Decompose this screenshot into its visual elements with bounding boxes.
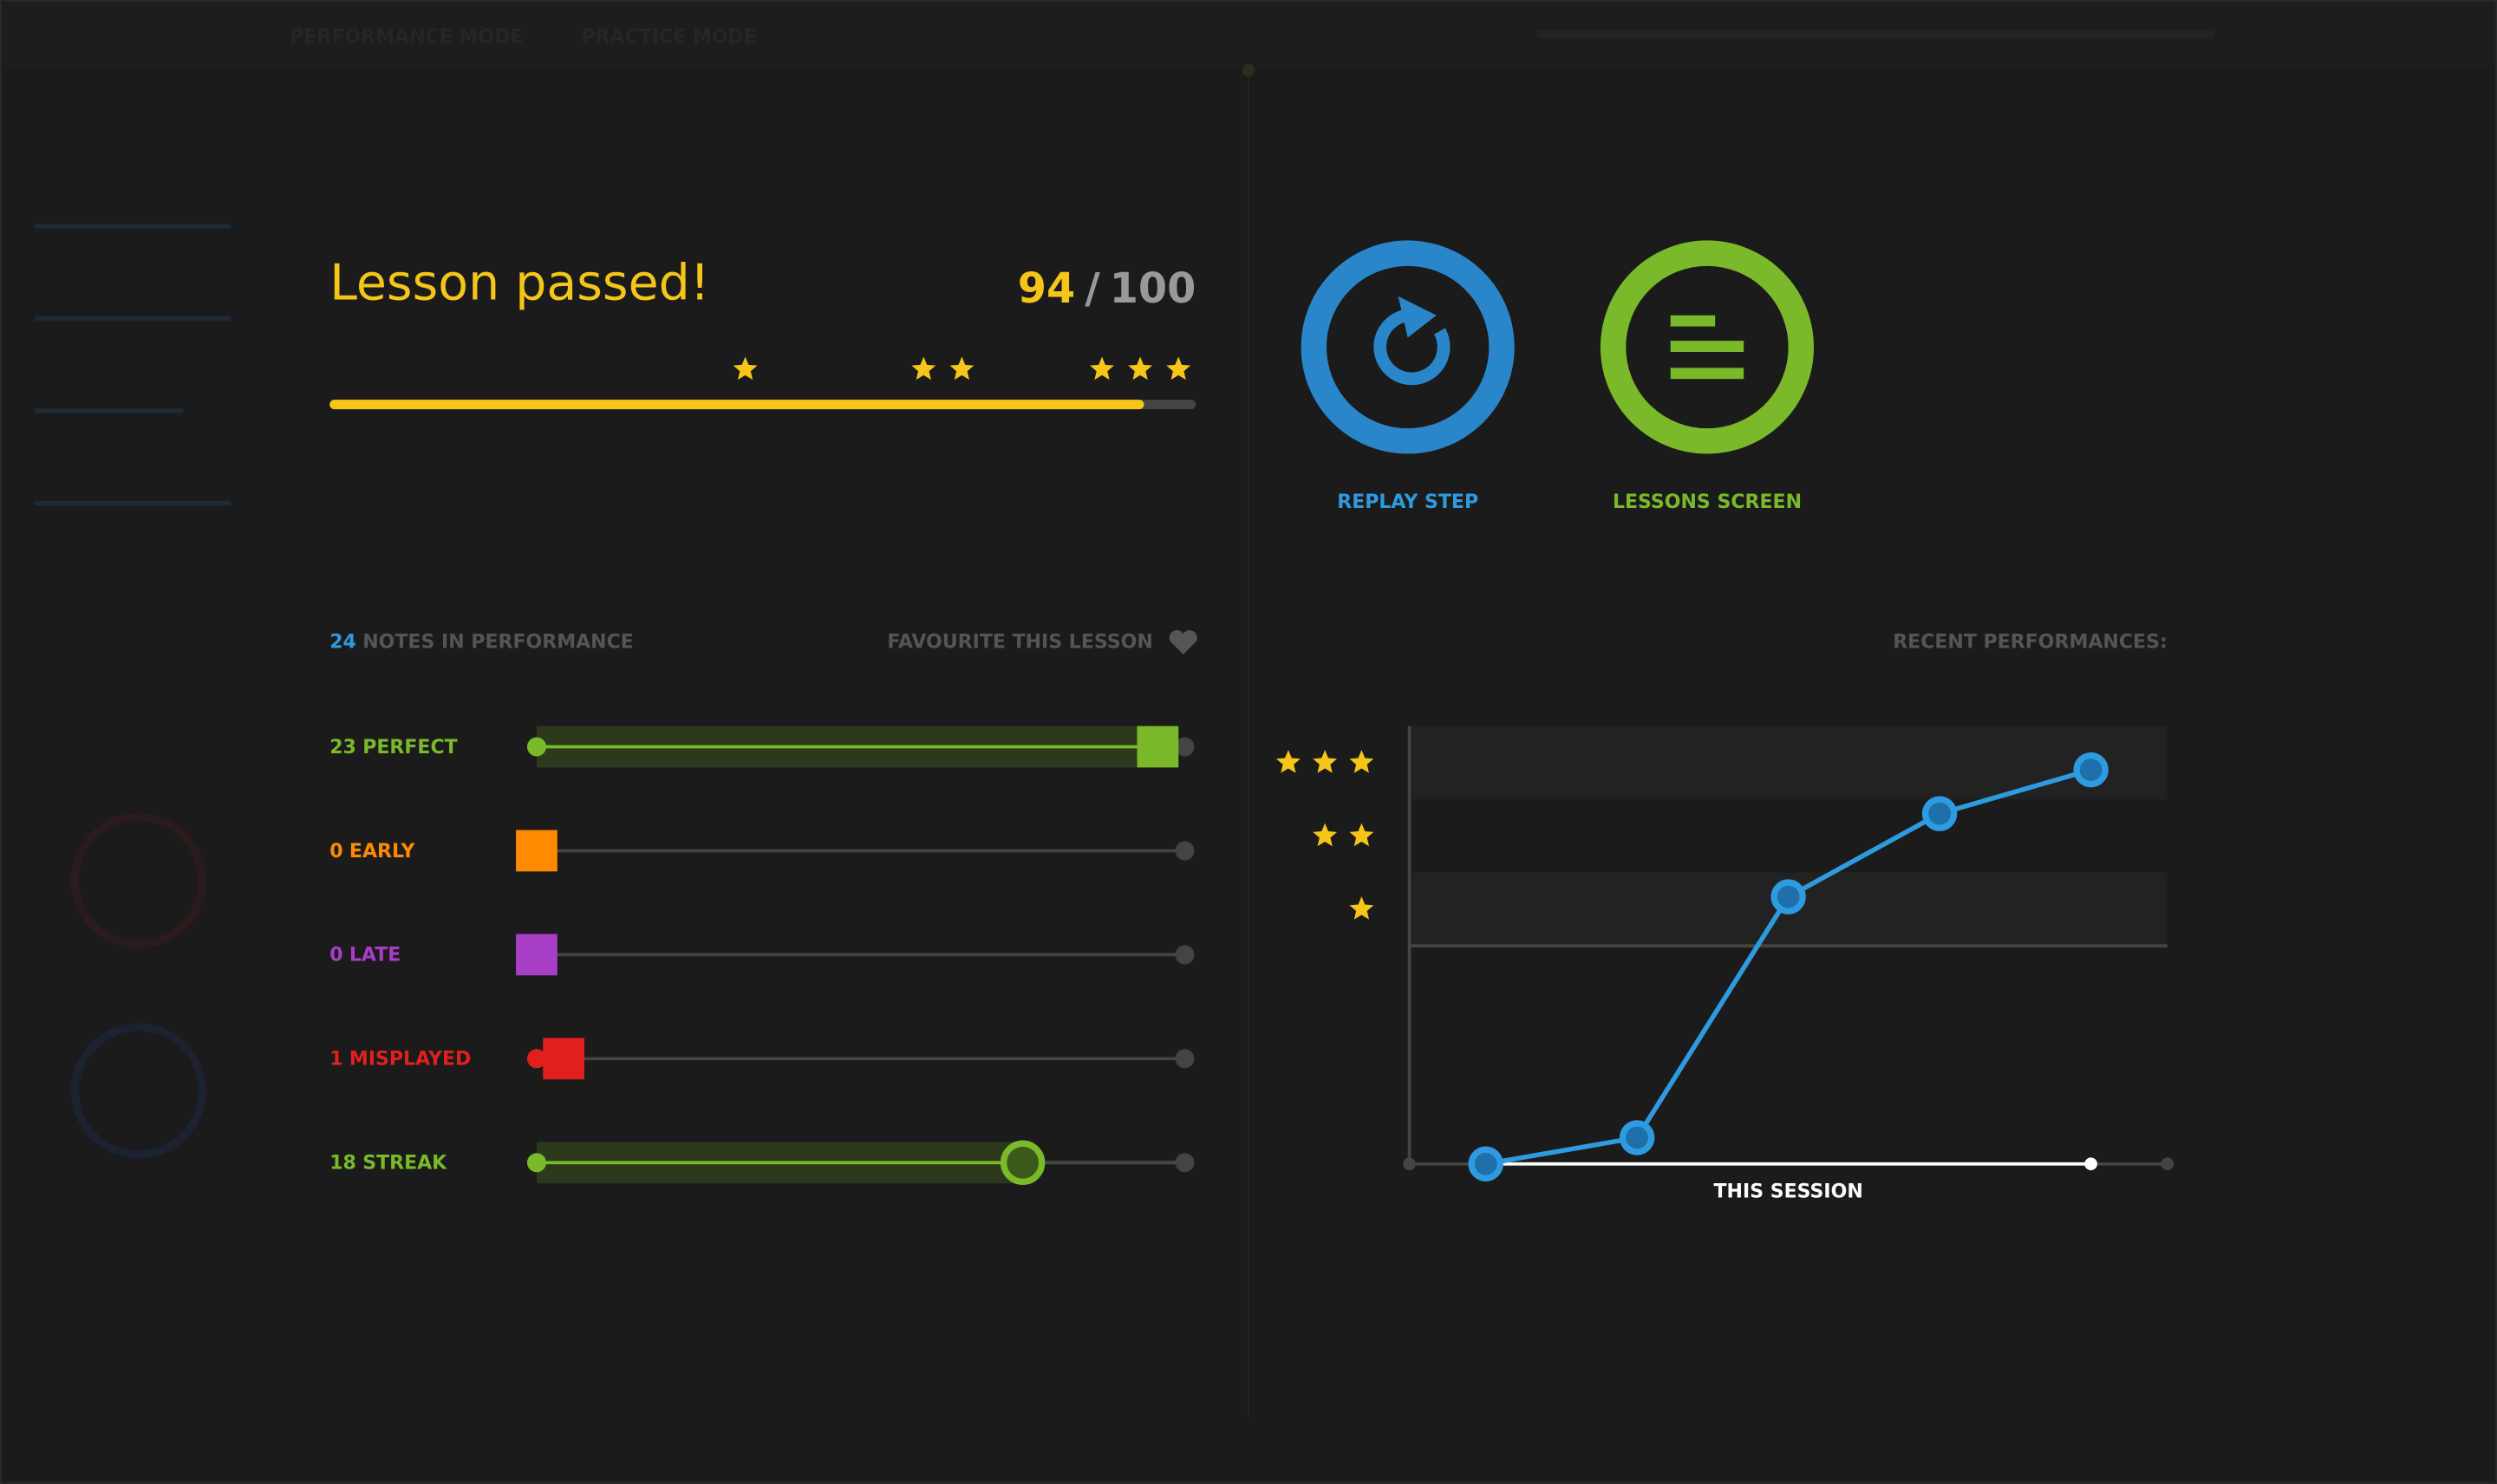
score-bar [329, 400, 1144, 410]
stat-marker [543, 1038, 585, 1080]
star [1349, 896, 1374, 920]
star [1166, 356, 1191, 381]
stat-count: 0 [329, 945, 342, 967]
stat-start [526, 1049, 546, 1069]
session-dot [2084, 1157, 2097, 1171]
point [1770, 879, 1806, 914]
score: 94/100 [1018, 265, 1196, 313]
stat-count: 0 [329, 841, 342, 862]
notes-label: NOTES IN PERFORMANCE [362, 632, 634, 654]
score-total: 100 [1110, 265, 1196, 313]
star [1313, 823, 1338, 847]
dot [1242, 63, 1255, 77]
sidebar [35, 224, 231, 1159]
star [911, 356, 936, 381]
stat-marker [1137, 726, 1179, 768]
replay-button[interactable] [1301, 240, 1515, 454]
star-levels [1275, 750, 1374, 920]
star [1090, 356, 1114, 381]
button-label[interactable]: REPLAY STEP [1337, 491, 1478, 513]
star [949, 356, 975, 381]
stat-start [526, 737, 546, 757]
stat-end [1175, 945, 1195, 965]
stat-name: STREAK [362, 1153, 447, 1175]
point [2073, 752, 2109, 788]
score-value: 94 [1018, 265, 1075, 313]
stat-label: 18 STREAK [329, 1153, 447, 1175]
star [1313, 750, 1338, 773]
notes-heading: 24 NOTES IN PERFORMANCE [329, 632, 634, 654]
stat-marker [1000, 1140, 1046, 1185]
star [733, 356, 758, 381]
stat-count: 1 [329, 1049, 342, 1071]
stat-end [1175, 1049, 1195, 1069]
result-title: Lesson passed! [329, 254, 709, 311]
axis-dot [1403, 1157, 1416, 1171]
star [1275, 750, 1301, 773]
stat-end [1175, 841, 1195, 861]
plot [1468, 752, 2109, 1181]
axis-dot [2161, 1157, 2174, 1171]
stats: 23 PERFECT 0 EARLY 0 LATE 1 MISPLAYED 18 STREAK [329, 726, 1195, 1185]
heart-icon[interactable] [1169, 630, 1197, 654]
point [1921, 796, 1958, 831]
button-label[interactable]: LESSONS SCREEN [1613, 491, 1802, 513]
stat-marker [516, 830, 557, 872]
stat-start [526, 1153, 546, 1173]
stat-name: MISPLAYED [349, 1049, 471, 1071]
progress-track [1536, 29, 2214, 39]
stat-count: 23 [329, 737, 356, 758]
star [1128, 356, 1153, 381]
stat-count: 18 [329, 1153, 356, 1175]
band [1409, 726, 2168, 800]
score-separator: / [1085, 265, 1100, 313]
stat-marker [516, 934, 557, 976]
stat-name: EARLY [349, 841, 416, 862]
stat-end [1175, 737, 1195, 757]
stat-label: 1 MISPLAYED [329, 1049, 471, 1071]
stat-label: 23 PERFECT [329, 737, 457, 758]
stat-name: PERFECT [362, 737, 457, 758]
stat-name: LATE [349, 945, 401, 967]
point [1619, 1120, 1655, 1155]
lessons-button[interactable] [1600, 240, 1815, 454]
stars [733, 356, 1191, 381]
stat-label: 0 EARLY [329, 841, 415, 862]
notes-count: 24 [329, 632, 356, 654]
x-axis-label: THIS SESSION [1714, 1181, 1863, 1202]
tab[interactable]: PERFORMANCE MODE [290, 27, 523, 49]
star [1349, 750, 1374, 773]
point [1468, 1146, 1503, 1181]
tab[interactable]: PRACTICE MODE [581, 27, 756, 49]
chart-title: RECENT PERFORMANCES: [1893, 632, 2168, 654]
star [1349, 823, 1374, 847]
favourite[interactable]: FAVOURITE THIS LESSON [887, 632, 1152, 654]
stat-label: 0 LATE [329, 945, 401, 967]
stat-end [1175, 1153, 1195, 1173]
